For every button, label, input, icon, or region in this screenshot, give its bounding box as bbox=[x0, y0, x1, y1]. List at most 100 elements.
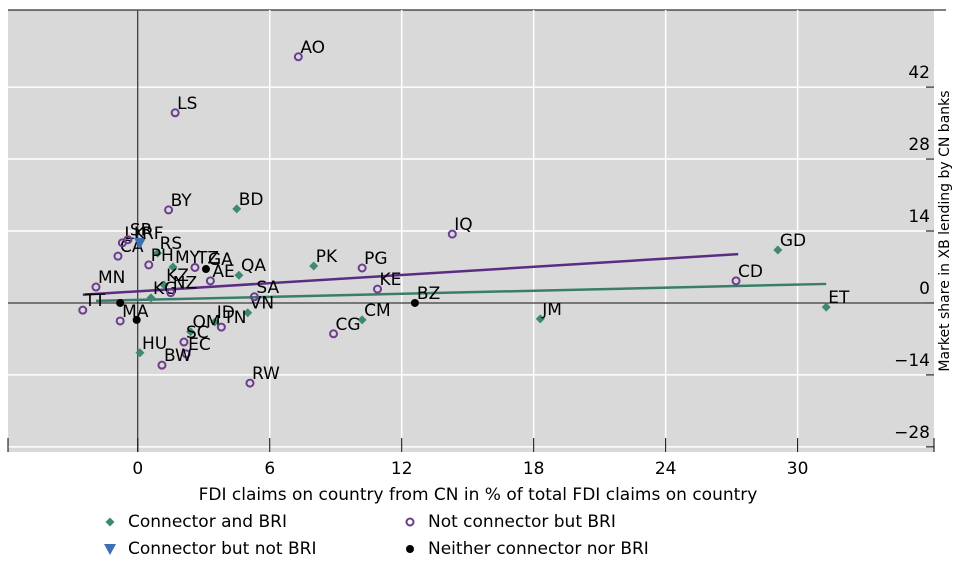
point-label: MY bbox=[175, 248, 201, 268]
point-label: RF bbox=[142, 224, 164, 244]
marker bbox=[113, 251, 123, 261]
x-tick-label: 30 bbox=[787, 459, 809, 479]
trend-line bbox=[95, 282, 827, 303]
point-label: KZ bbox=[166, 266, 189, 286]
point-label: EC bbox=[188, 335, 211, 355]
legend-marker bbox=[405, 517, 415, 527]
y-tick-label: −28 bbox=[894, 423, 930, 443]
marker bbox=[357, 315, 367, 325]
marker bbox=[535, 314, 545, 324]
point-label: ET bbox=[828, 288, 850, 308]
point-label: IQ bbox=[454, 215, 472, 235]
marker bbox=[157, 360, 167, 370]
marker bbox=[164, 205, 174, 215]
y-axis-title: Market share in XB lending by CN banks bbox=[937, 90, 953, 371]
marker bbox=[731, 276, 741, 286]
point-label: QA bbox=[241, 256, 266, 276]
point-label: BW bbox=[164, 346, 192, 366]
y-tick-label: 14 bbox=[908, 207, 930, 227]
point-label: BZ bbox=[417, 284, 440, 304]
x-tick-label: 12 bbox=[391, 459, 413, 479]
marker bbox=[115, 316, 125, 326]
marker bbox=[232, 204, 242, 214]
legend-label: Not connector but BRI bbox=[428, 512, 616, 532]
trend-line bbox=[82, 252, 739, 296]
point-label: TT bbox=[84, 291, 106, 311]
marker bbox=[135, 348, 145, 358]
marker bbox=[210, 317, 220, 327]
marker bbox=[168, 262, 178, 272]
point-label: GD bbox=[780, 231, 806, 251]
point-label: HU bbox=[142, 334, 167, 354]
marker bbox=[190, 262, 200, 272]
marker bbox=[166, 288, 176, 298]
point-label: AE bbox=[212, 262, 234, 282]
point-label: SR bbox=[130, 221, 153, 241]
point-label: LS bbox=[177, 94, 197, 114]
x-tick-label: 24 bbox=[655, 459, 677, 479]
x-axis-title: FDI claims on country from CN in % of to… bbox=[199, 485, 758, 505]
marker bbox=[132, 315, 141, 324]
point-label: BD bbox=[239, 190, 264, 210]
point-label: OM bbox=[193, 313, 221, 333]
point-label: CG bbox=[336, 315, 361, 335]
marker bbox=[773, 245, 783, 255]
point-label: MN bbox=[98, 268, 125, 288]
point-label: MA bbox=[122, 302, 149, 322]
point-label: BY bbox=[171, 191, 193, 211]
marker bbox=[821, 302, 831, 312]
point-label: VN bbox=[250, 294, 274, 314]
x-tick-label: 18 bbox=[523, 459, 545, 479]
marker bbox=[153, 248, 163, 258]
marker bbox=[234, 270, 244, 280]
x-tick-label: 6 bbox=[264, 459, 275, 479]
y-tick-label: 42 bbox=[908, 63, 930, 83]
marker bbox=[249, 292, 259, 302]
marker bbox=[123, 235, 133, 245]
point-label: TZ bbox=[196, 248, 219, 268]
marker bbox=[205, 276, 215, 286]
marker bbox=[293, 52, 303, 62]
marker bbox=[78, 305, 88, 315]
point-label: SA bbox=[256, 278, 279, 298]
point-label: TN bbox=[222, 308, 246, 328]
marker bbox=[447, 229, 457, 239]
point-label: KG bbox=[153, 279, 177, 299]
point-label: PG bbox=[364, 249, 387, 269]
marker bbox=[357, 263, 367, 273]
point-label: RW bbox=[252, 364, 280, 384]
marker bbox=[309, 261, 319, 271]
point-label: JM bbox=[541, 300, 562, 320]
marker bbox=[410, 298, 419, 307]
legend-label: Neither connector nor BRI bbox=[428, 539, 649, 559]
marker bbox=[116, 298, 125, 307]
x-tick-label: 0 bbox=[132, 459, 143, 479]
point-label: PH bbox=[151, 246, 174, 266]
marker bbox=[179, 337, 189, 347]
marker bbox=[243, 308, 253, 318]
point-label: PK bbox=[316, 247, 338, 267]
legend-label: Connector but not BRI bbox=[128, 539, 316, 559]
marker bbox=[159, 280, 169, 290]
point-label: SC bbox=[186, 323, 209, 343]
point-label: GA bbox=[208, 250, 233, 270]
marker bbox=[329, 329, 339, 339]
point-label: RS bbox=[160, 234, 183, 254]
point-label: KE bbox=[380, 270, 402, 290]
marker bbox=[133, 237, 146, 249]
marker bbox=[245, 378, 255, 388]
marker bbox=[91, 282, 101, 292]
legend-marker bbox=[406, 545, 414, 553]
marker bbox=[201, 265, 210, 274]
point-label: ID bbox=[217, 303, 235, 323]
point-label: CM bbox=[364, 301, 391, 321]
legend-label: Connector and BRI bbox=[128, 512, 287, 532]
legend-marker bbox=[104, 544, 116, 555]
marker bbox=[146, 293, 156, 303]
marker bbox=[373, 284, 383, 294]
y-tick-label: −14 bbox=[894, 351, 930, 371]
legend-marker bbox=[105, 517, 115, 527]
marker bbox=[216, 322, 226, 332]
marker bbox=[144, 260, 154, 270]
